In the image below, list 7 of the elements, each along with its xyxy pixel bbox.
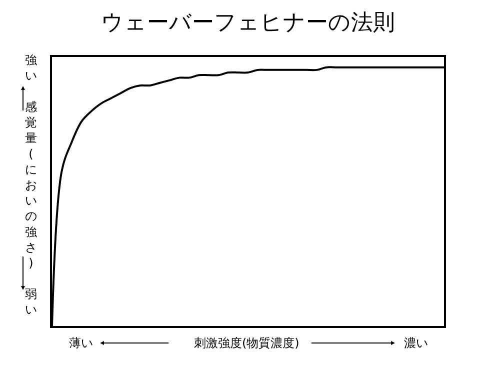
text: 薄い [69, 336, 93, 350]
text: 濃い [404, 336, 428, 350]
text: 感覚量(においの強さ) [25, 100, 37, 270]
x-axis-title: 刺激強度(物質濃度) [194, 336, 300, 350]
chart-title: ウェーバーフェヒナーの法則 [101, 10, 395, 36]
text: 強い [25, 53, 37, 83]
text: 弱い [25, 287, 37, 317]
